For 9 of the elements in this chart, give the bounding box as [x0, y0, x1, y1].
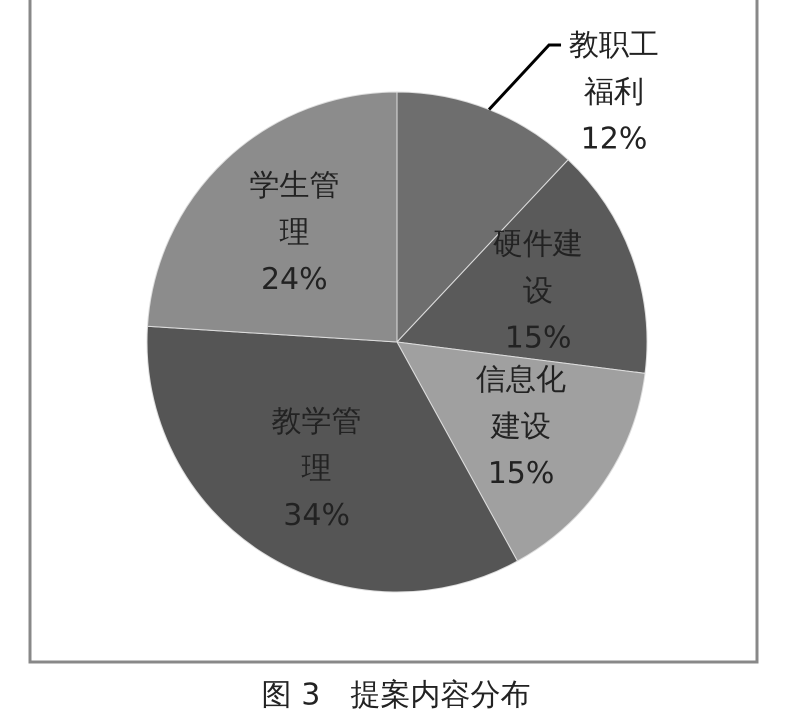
text: 图 3 提案内容分布 — [262, 678, 530, 712]
data-label: 15% — [488, 456, 554, 491]
data-label: 15% — [504, 320, 572, 356]
slice-label: 学生管理 — [249, 168, 340, 250]
slice-label: 教职工福利 — [569, 28, 660, 110]
data-label: 12% — [580, 122, 648, 156]
slice-label: 信息化建设 — [476, 362, 566, 444]
data-label: 24% — [260, 262, 328, 298]
slice-label: 硬件建设 — [493, 226, 584, 309]
